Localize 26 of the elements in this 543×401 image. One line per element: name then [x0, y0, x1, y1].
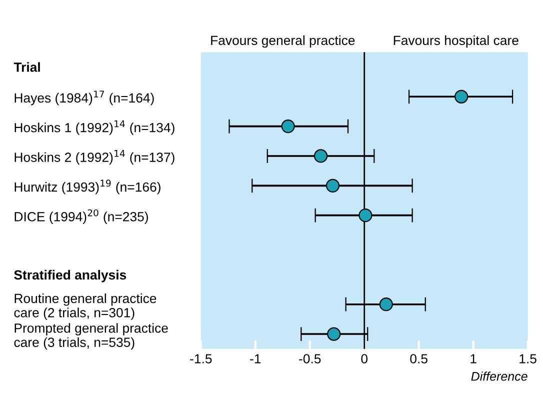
- y-tick-label: Routine general practice care (2 trials, n=301): [14, 293, 156, 320]
- text: Favours hospital care: [394, 35, 518, 48]
- y-tick-label: DICE (1994)$^{20}$ (n=235): [14, 209, 148, 224]
- x-tick-label: 0: [361, 354, 368, 364]
- y-tick-label: Stratified analysis: [14, 270, 126, 282]
- x-tick-label: 1.5: [520, 354, 536, 364]
- point: [281, 120, 295, 134]
- x-tick-label: -1: [250, 354, 261, 364]
- x-tick-label: 0.5: [410, 354, 428, 364]
- y-tick-label: Hoskins 1 (1992)$^{14}$ (n=134): [14, 120, 174, 135]
- point: [379, 298, 393, 312]
- y-tick-label: Hurwitz (1993)$^{19}$ (n=166): [14, 180, 160, 194]
- x-axis-title: Difference: [471, 372, 528, 381]
- y-tick-label: Trial: [14, 62, 40, 72]
- point: [314, 149, 328, 163]
- y-tick-label: Hayes (1984)$^{17}$ (n=164): [14, 90, 154, 106]
- y-tick-label: Prompted general practice care (3 trials, n=535): [14, 323, 168, 350]
- point: [326, 178, 340, 192]
- x-tick-label: -0.5: [299, 354, 321, 364]
- text: Favours general practice: [211, 35, 355, 48]
- x-tick-label: -1.5: [190, 354, 212, 364]
- x-tick-label: 1: [470, 354, 476, 364]
- point: [358, 208, 372, 222]
- y-tick-label: Hoskins 2 (1992)$^{14}$ (n=137): [14, 150, 174, 165]
- point: [327, 327, 341, 341]
- point: [454, 90, 468, 104]
